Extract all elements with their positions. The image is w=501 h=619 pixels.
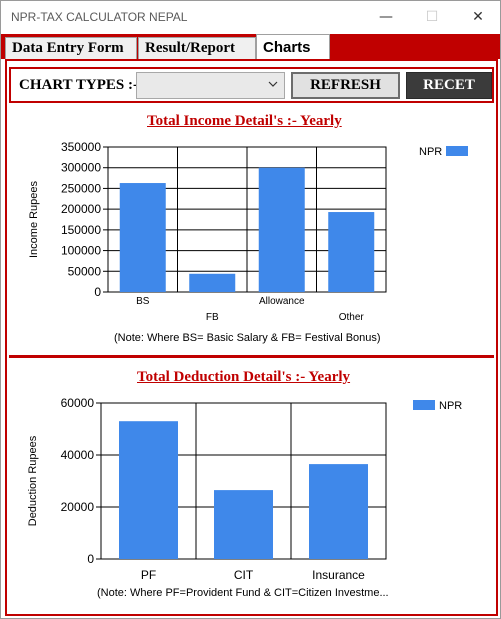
- bar-pf: [119, 421, 178, 559]
- tab-data-entry-form[interactable]: Data Entry Form: [5, 37, 137, 59]
- income-chart: 0 50000 100000 150000 200000 250000 300000 3500…: [28, 140, 468, 344]
- bar-cit: [214, 490, 273, 559]
- y-tick-label: 60000: [61, 396, 95, 410]
- legend-label: NPR: [419, 146, 442, 158]
- y-tick-label: 0: [94, 285, 101, 299]
- maximize-icon: ☐: [425, 9, 439, 25]
- close-icon: ✕: [472, 9, 484, 25]
- chevron-down-icon: [268, 81, 278, 87]
- minimize-icon: —: [379, 9, 393, 25]
- bar-allowance: [258, 167, 305, 292]
- maximize-button[interactable]: ☐: [409, 1, 455, 33]
- chart-note: (Note: Where PF=Provident Fund & CIT=Cit…: [97, 587, 389, 599]
- title-bar: NPR-TAX CALCULATOR NEPAL — ☐ ✕: [1, 1, 500, 33]
- y-tick-label: 150000: [61, 223, 101, 237]
- bar-other: [328, 212, 375, 292]
- x-tick-label: Insurance: [312, 568, 365, 582]
- minimize-button[interactable]: —: [363, 1, 409, 33]
- chart-note: (Note: Where BS= Basic Salary & FB= Fest…: [114, 332, 381, 344]
- income-chart-panel: [9, 106, 494, 358]
- plot-frame: [107, 146, 387, 293]
- y-tick-label: 350000: [61, 140, 101, 154]
- y-tick-label: 100000: [61, 244, 101, 258]
- legend-swatch: [446, 146, 468, 156]
- y-tick-label: 40000: [61, 448, 95, 462]
- y-tick-label: 250000: [61, 181, 101, 195]
- y-tick-label: 300000: [61, 161, 101, 175]
- x-tick-label: Other: [339, 312, 365, 323]
- bar-bs: [119, 183, 166, 292]
- y-tick-label: 20000: [61, 500, 95, 514]
- close-button[interactable]: ✕: [455, 1, 501, 33]
- window-title: NPR-TAX CALCULATOR NEPAL: [11, 10, 188, 24]
- x-tick-label: BS: [136, 296, 150, 307]
- y-tick-label: 200000: [61, 202, 101, 216]
- legend-swatch: [413, 400, 435, 410]
- y-tick-label: 0: [87, 552, 94, 566]
- refresh-button[interactable]: REFRESH: [291, 72, 400, 99]
- x-tick-label: Allowance: [259, 296, 305, 307]
- income-chart-title: Total Income Detail's :- Yearly: [147, 113, 342, 129]
- deduction-chart: 0 20000 40000 60000 PF CIT Insurance Deduction …: [27, 396, 462, 599]
- y-axis-label: Deduction Rupees: [27, 435, 39, 526]
- bar-fb: [189, 273, 236, 292]
- y-axis-label: Income Rupees: [28, 180, 40, 258]
- y-tick-label: 50000: [68, 264, 102, 278]
- recet-button[interactable]: RECET: [406, 72, 492, 99]
- x-tick-label: CIT: [234, 568, 254, 582]
- deduction-chart-title: Total Deduction Detail's :- Yearly: [137, 369, 351, 385]
- bar-insurance: [309, 464, 368, 559]
- legend-label: NPR: [439, 400, 462, 412]
- tab-result-report[interactable]: Result/Report: [138, 37, 256, 59]
- x-tick-label: PF: [141, 568, 156, 582]
- chart-types-label: CHART TYPES :-: [19, 77, 138, 93]
- tab-charts[interactable]: Charts: [256, 34, 330, 60]
- chart-types-select[interactable]: [136, 72, 285, 99]
- x-tick-label: FB: [206, 312, 219, 323]
